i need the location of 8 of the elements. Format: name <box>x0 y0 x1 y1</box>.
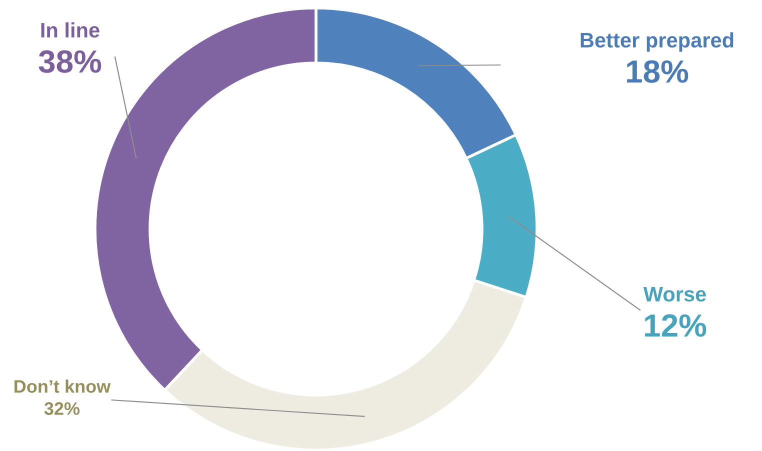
data-label: 32% <box>44 402 80 415</box>
data-label: 18% <box>627 60 688 83</box>
data-label: 38% <box>38 50 102 73</box>
slice-label: Worse <box>643 287 706 302</box>
slice-label: In line <box>41 22 100 38</box>
slice-label: Better prepared <box>580 32 734 52</box>
data-label: 12% <box>645 314 706 337</box>
slice-label: Don’t know <box>14 380 111 393</box>
